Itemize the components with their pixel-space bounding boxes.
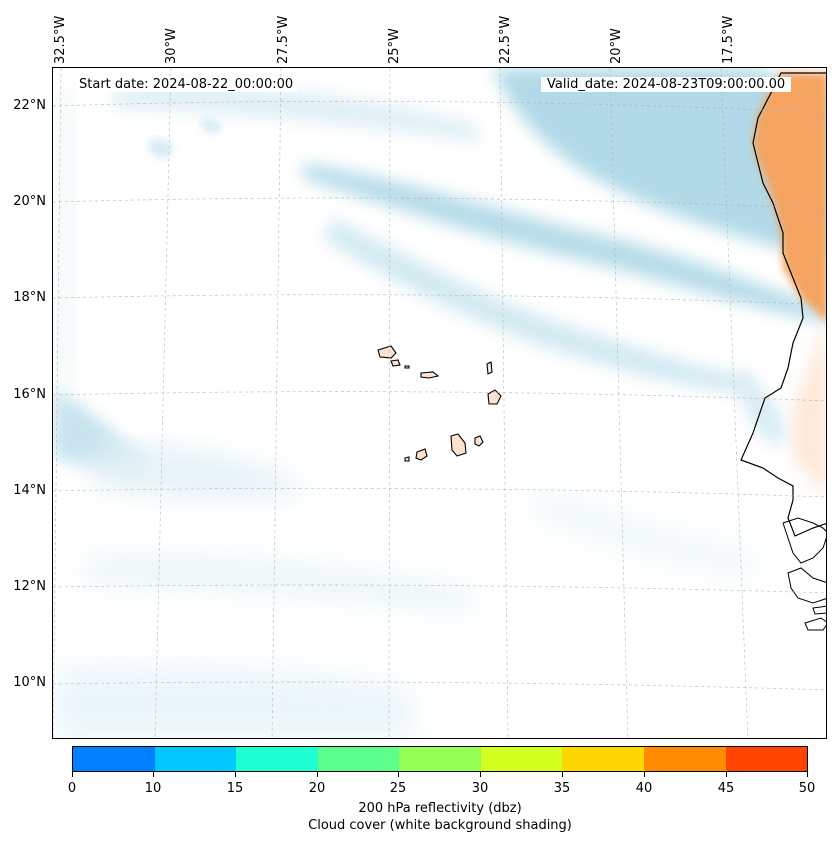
map-panel[interactable]	[52, 67, 827, 739]
island-santa-luzia	[404, 365, 410, 369]
island-brava	[404, 456, 410, 462]
colorbar-tick	[317, 772, 318, 777]
colorbar-segment	[562, 747, 644, 771]
island-fogo	[415, 448, 428, 461]
colorbar-tick-label: 45	[717, 781, 735, 796]
lat-label-12n: 12°N	[13, 579, 46, 594]
colorbar-segment	[154, 747, 237, 771]
colorbar-tick	[72, 772, 73, 777]
colorbar-tick	[726, 772, 727, 777]
colorbar-label: 200 hPa reflectivity (dbz)	[358, 801, 522, 816]
lon-label-30w: 30°W	[164, 28, 179, 64]
colorbar-tick-label: 10	[144, 781, 162, 796]
colorbar-tick-label: 50	[798, 781, 816, 796]
colorbar-tick	[562, 772, 563, 777]
lon-label-17-5w: 17.5°W	[721, 15, 736, 64]
lat-label-20n: 20°N	[13, 194, 46, 209]
colorbar	[72, 746, 808, 772]
colorbar-tick-label: 15	[226, 781, 244, 796]
lon-label-32-5w: 32.5°W	[53, 15, 68, 64]
lon-label-20w: 20°W	[609, 28, 624, 64]
lat-label-10n: 10°N	[13, 675, 46, 690]
colorbar-segment	[399, 747, 481, 771]
colorbar-tick	[153, 772, 154, 777]
island-santo-antao	[377, 345, 397, 359]
island-maio	[474, 435, 484, 447]
lon-label-25w: 25°W	[387, 28, 402, 64]
colorbar-tick-label: 25	[389, 781, 407, 796]
island-boa-vista	[487, 389, 502, 405]
island-sao-vicente	[390, 359, 401, 367]
island-sao-nicolau	[420, 371, 440, 379]
colorbar-tick	[398, 772, 399, 777]
valid-date-label: Valid_date: 2024-08-23T09:00:00.00	[541, 77, 792, 92]
colorbar-tick	[480, 772, 481, 777]
island-sal	[486, 361, 493, 375]
map-canvas	[53, 68, 826, 738]
graticule	[53, 68, 826, 738]
colorbar-segment	[725, 747, 808, 771]
lat-label-22n: 22°N	[13, 98, 46, 113]
colorbar-segment	[236, 747, 318, 771]
colorbar-tick	[644, 772, 645, 777]
colorbar-tick-label: 20	[308, 781, 326, 796]
africa-coast	[740, 72, 826, 631]
lat-label-16n: 16°N	[13, 387, 46, 402]
colorbar-tick-label: 40	[635, 781, 653, 796]
colorbar-segment	[73, 747, 155, 771]
lat-label-14n: 14°N	[13, 483, 46, 498]
cloud-cover-shading	[53, 68, 826, 738]
colorbar-tick-label: 30	[471, 781, 489, 796]
colorbar-segment	[643, 747, 726, 771]
lon-label-27-5w: 27.5°W	[276, 15, 291, 64]
colorbar-sublabel: Cloud cover (white background shading)	[308, 818, 572, 833]
colorbar-tick-label: 0	[67, 781, 77, 796]
colorbar-segment	[317, 747, 400, 771]
lon-label-22-5w: 22.5°W	[498, 15, 513, 64]
lat-label-18n: 18°N	[13, 290, 46, 305]
cape-verde-islands	[377, 345, 502, 462]
colorbar-tick	[235, 772, 236, 777]
start-date-label: Start date: 2024-08-22_00:00:00	[75, 77, 298, 92]
colorbar-segment	[480, 747, 563, 771]
colorbar-tick	[807, 772, 808, 777]
colorbar-tick-label: 35	[553, 781, 571, 796]
island-santiago	[450, 433, 467, 457]
